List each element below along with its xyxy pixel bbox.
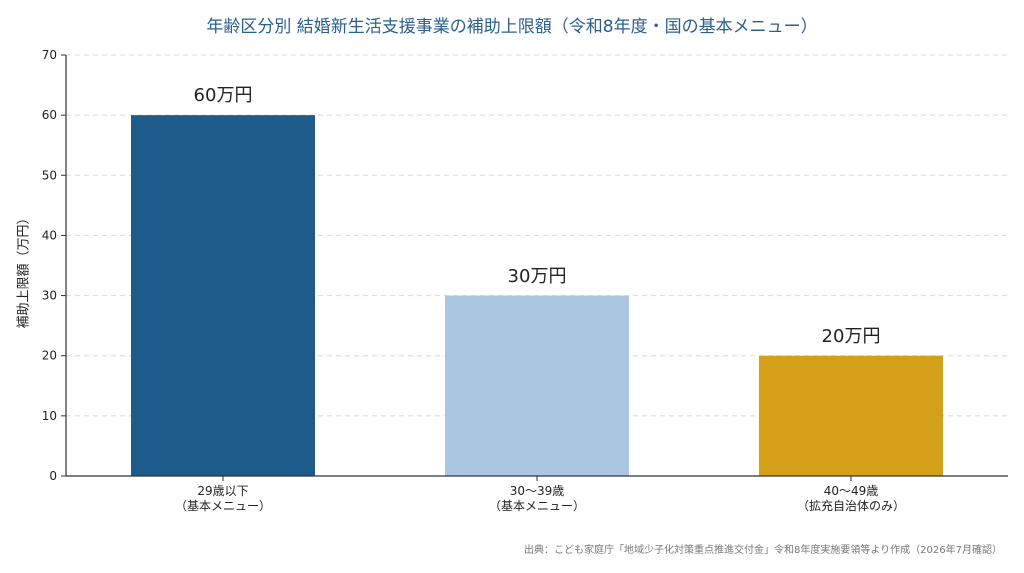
y-tick-label: 0	[49, 469, 57, 483]
axes	[65, 55, 1008, 481]
bar-value-label: 20万円	[821, 325, 881, 347]
bar	[759, 355, 943, 476]
chart-title: 年齢区分別 結婚新生活支援事業の補助上限額（令和8年度・国の基本メニュー）	[206, 17, 818, 37]
y-tick-label: 30	[42, 289, 57, 303]
x-tick-label: 30〜39歳 （基本メニュー）	[488, 484, 585, 513]
y-ticks: 0 10 20 30 40 50 60 70	[42, 48, 66, 483]
y-tick-label: 60	[42, 108, 57, 122]
y-tick-label: 20	[42, 349, 57, 363]
bar-value-label: 60万円	[193, 85, 253, 107]
x-tick-label: 29歳以下 （基本メニュー）	[174, 484, 271, 513]
y-tick-label: 50	[42, 168, 57, 182]
bar	[131, 115, 315, 477]
bar	[445, 295, 629, 476]
y-axis-label: 補助上限額（万円）	[16, 211, 32, 329]
bar-value-label: 30万円	[507, 265, 567, 287]
bars	[131, 115, 943, 477]
y-tick-label: 70	[42, 48, 57, 62]
y-tick-label: 40	[42, 228, 57, 242]
y-tick-label: 10	[42, 409, 57, 423]
x-tick-label: 40〜49歳 （拡充自治体のみ）	[796, 484, 905, 513]
source-note: 出典：こども家庭庁「地域少子化対策重点推進交付金」令和8年度実施要領等より作成（…	[524, 545, 1002, 556]
